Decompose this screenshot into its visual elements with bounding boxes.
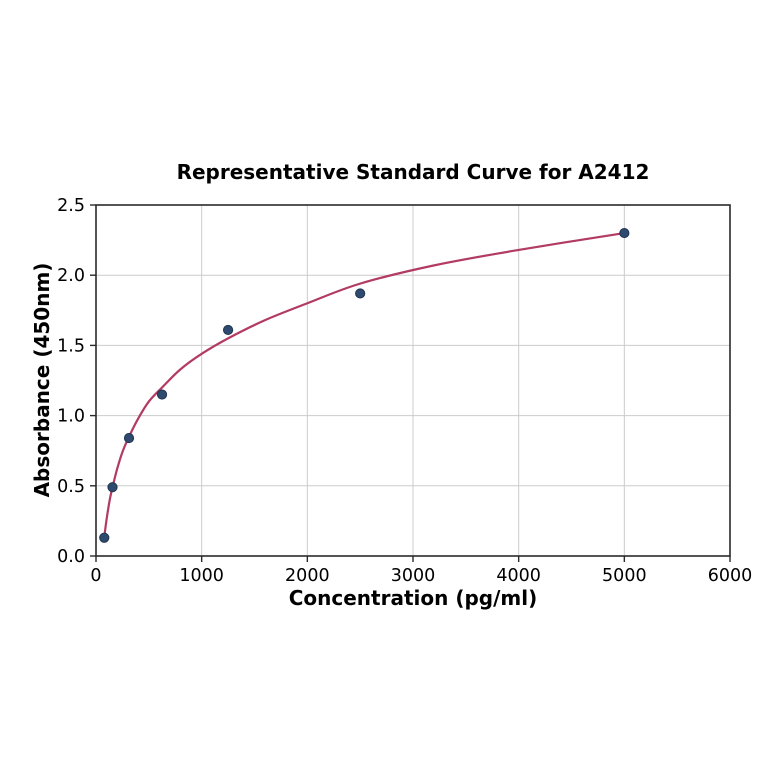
data-point [107,482,118,493]
y-tick-label: 2.5 [57,196,85,216]
x-tick-label: 0 [90,566,101,586]
data-point [123,432,135,444]
y-tick-label: 2.0 [57,266,85,286]
x-tick-label: 6000 [708,566,753,586]
x-tick-label: 3000 [391,566,436,586]
x-tick-label: 4000 [496,566,541,586]
data-point [355,288,366,299]
y-tick-label: 0.5 [57,477,85,497]
y-tick-label: 0.0 [57,547,85,567]
data-point [619,227,630,239]
data-point [222,324,234,336]
y-tick-label: 1.5 [57,336,85,356]
y-tick-label: 1.0 [57,407,85,427]
fit-curve [103,231,626,539]
x-tick-label: 2000 [285,566,330,586]
data-point [156,389,168,400]
x-tick-label: 1000 [179,566,224,586]
x-tick-label: 5000 [602,566,647,586]
chart-title: Representative Standard Curve for A2412 [176,160,650,184]
x-axis-label: Concentration (pg/ml) [288,586,538,610]
data-point [99,532,110,543]
